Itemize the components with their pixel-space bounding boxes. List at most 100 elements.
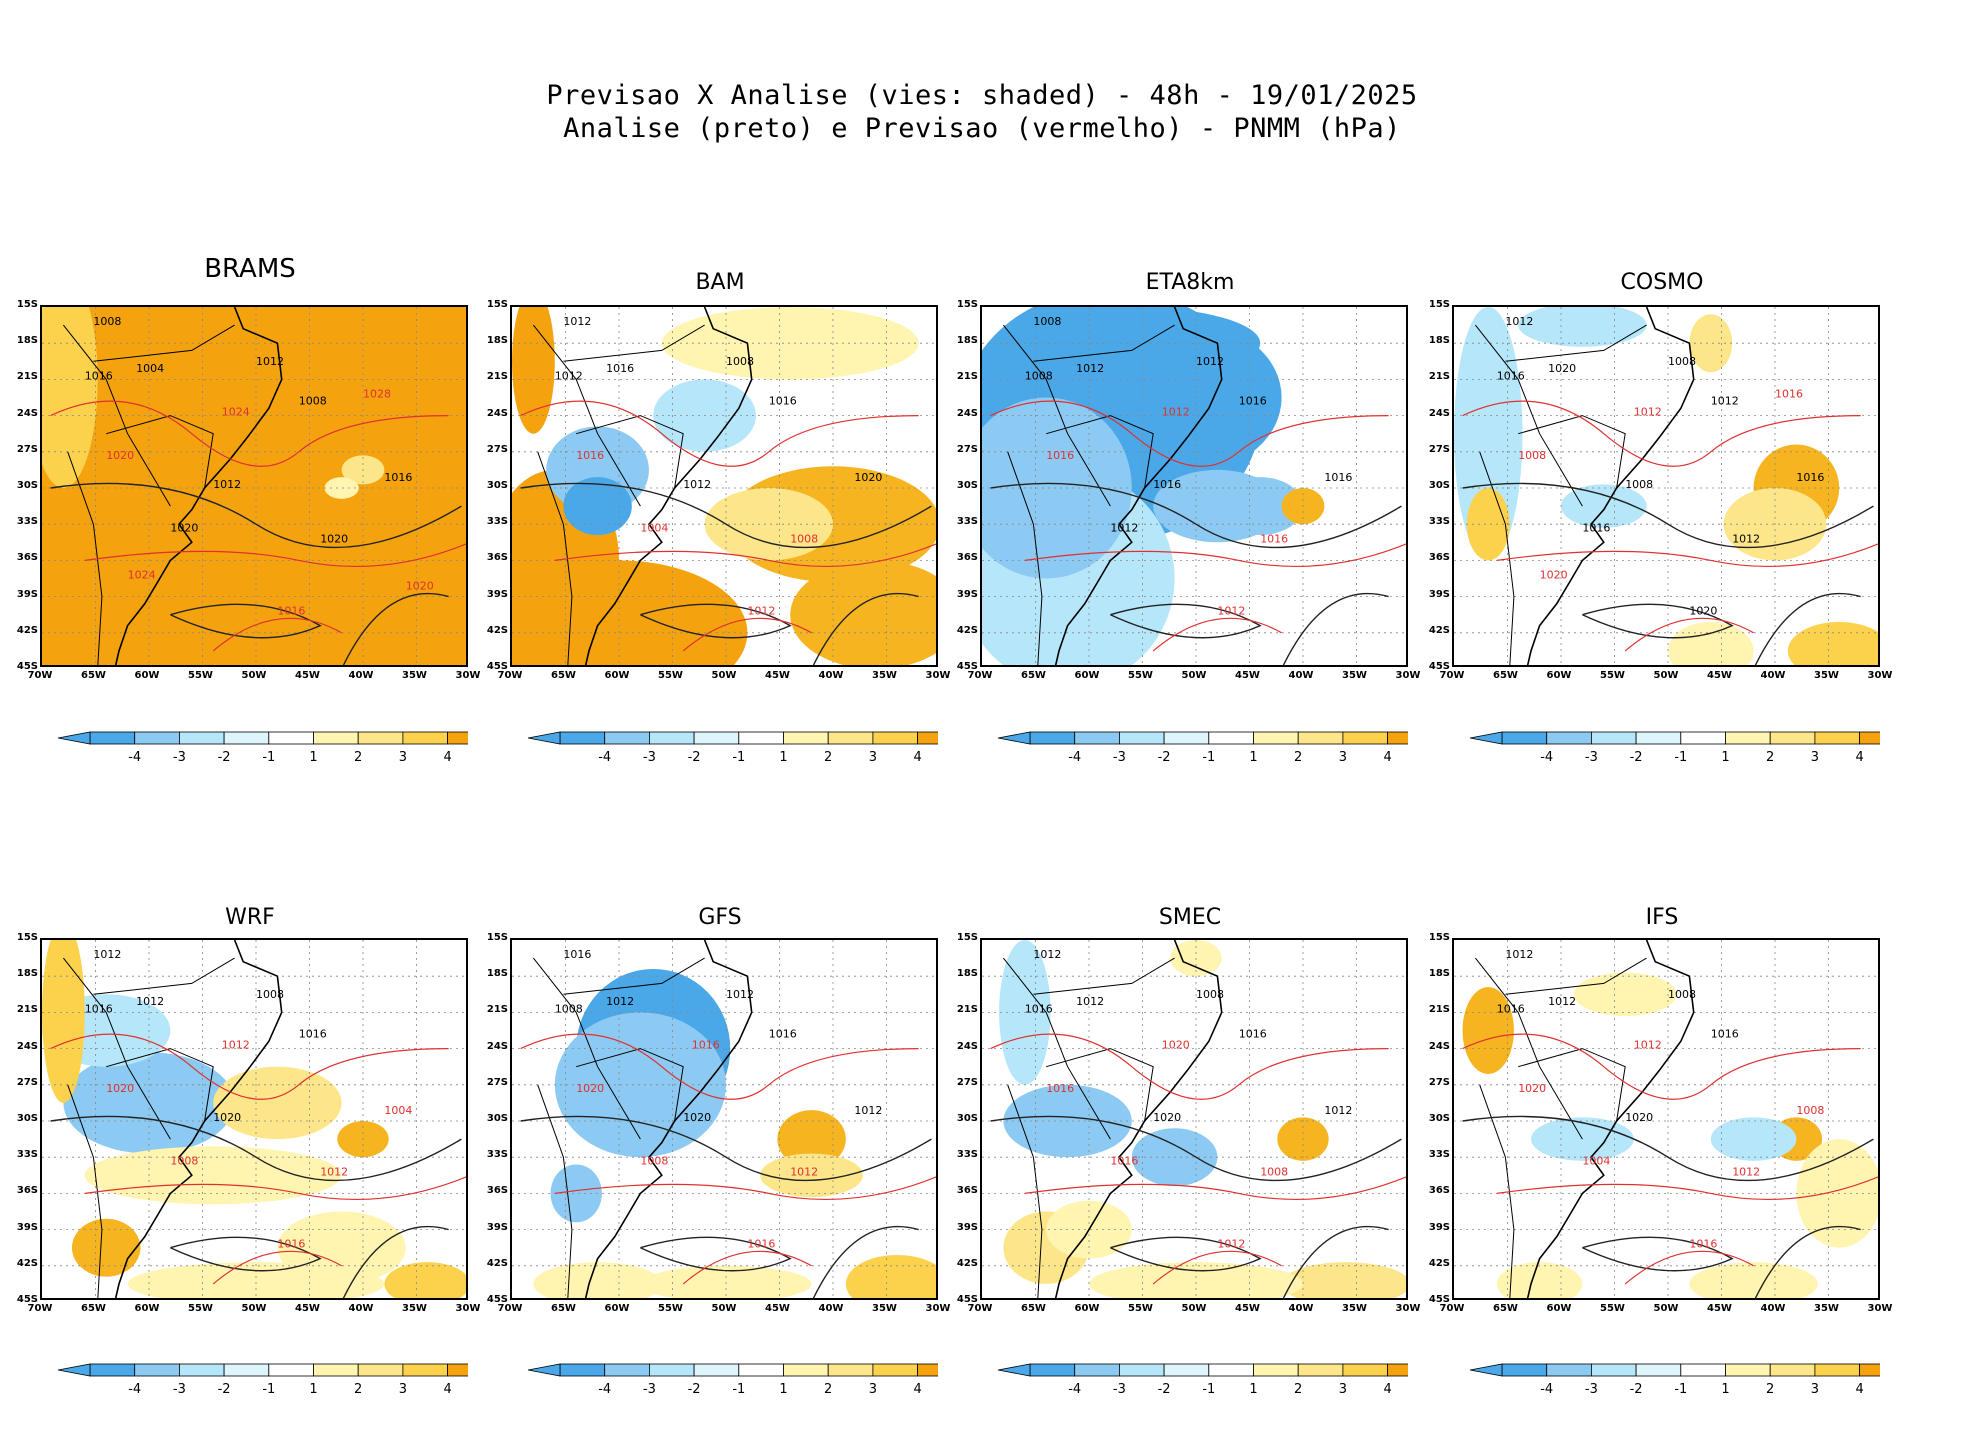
contour-label: 1008 xyxy=(1668,988,1696,1001)
lon-tick-label: 40W xyxy=(1288,1303,1314,1314)
map-panel-cosmo: 1012 1008 1016 1020 1012 1008 1016 1016 1012 1020… xyxy=(1452,305,1880,667)
lat-tick-label: 39S xyxy=(1428,1221,1450,1233)
forecast-isobar xyxy=(50,1033,449,1100)
colorbar-tick-label: 2 xyxy=(1766,1382,1775,1397)
country-border xyxy=(1003,957,1111,1140)
colorbar-tick-label: -1 xyxy=(1202,1382,1216,1397)
colorbar-segment xyxy=(268,731,314,745)
contour-label: 1012 xyxy=(136,995,164,1008)
colorbar-segment xyxy=(1769,1363,1816,1377)
colorbar-tick-label: -2 xyxy=(1157,1382,1171,1397)
colorbar-segment xyxy=(223,731,270,745)
forecast-isobar xyxy=(212,1250,342,1285)
bias-shading-region xyxy=(213,1066,342,1140)
colorbar-segment xyxy=(559,731,606,745)
lon-tick-label: 55W xyxy=(1600,1303,1625,1314)
lat-tick-label: 24S xyxy=(486,1040,508,1052)
colorbar-tick-label: 2 xyxy=(354,750,363,765)
colorbar-segment xyxy=(1118,1363,1165,1377)
lon-tick-label: 60W xyxy=(1546,1303,1572,1314)
lat-tick-label: 27S xyxy=(1428,1076,1450,1088)
figure-title-line1: Previsao X Analise (vies: shaded) - 48h … xyxy=(546,80,1418,111)
lon-tick-label: 65W xyxy=(1021,670,1046,681)
lat-tick-label: 18S xyxy=(16,335,38,347)
colorbar-segment xyxy=(134,731,180,745)
colorbar-tick-label: -1 xyxy=(732,750,746,765)
lat-tick-label: 39S xyxy=(956,1221,978,1233)
colorbar-segment xyxy=(1725,1363,1771,1377)
contour-label: 1012 xyxy=(555,369,583,382)
colorbar-tick-label: 1 xyxy=(1721,750,1730,765)
colorbar-tick-label: -2 xyxy=(687,750,701,765)
colorbar-segment xyxy=(1253,1363,1299,1377)
country-border xyxy=(533,957,641,1140)
lat-tick-label: 21S xyxy=(956,371,978,383)
country-border xyxy=(537,1084,573,1298)
analysis-isobar xyxy=(1462,1115,1874,1182)
colorbar-tick-label: 1 xyxy=(779,1382,788,1397)
colorbar-tick-label: -4 xyxy=(1540,750,1554,765)
bias-shading-region xyxy=(42,940,85,1103)
analysis-isobar xyxy=(1282,592,1389,665)
bias-shading-region xyxy=(1531,1117,1634,1161)
lon-tick-label: 55W xyxy=(1128,1303,1153,1314)
lon-tick-label: 60W xyxy=(604,1303,630,1314)
lat-tick-label: 18S xyxy=(16,968,38,980)
colorbar-segment xyxy=(1342,731,1388,745)
contour-label: 1016 xyxy=(1046,1082,1074,1095)
colorbar-tick-label: 1 xyxy=(1721,1382,1730,1397)
lon-tick-label: 60W xyxy=(134,1303,160,1314)
colorbar-segment xyxy=(402,731,448,745)
country-border xyxy=(1046,1048,1154,1122)
contour-label: 1012 xyxy=(1505,948,1533,961)
colorbar-smec: -4 -3 -2 -1 1 2 3 4 xyxy=(988,1362,1408,1402)
lat-tick-label: 36S xyxy=(1428,1185,1450,1197)
colorbar-tick-label: -3 xyxy=(172,1382,186,1397)
colorbar-segment xyxy=(1074,731,1120,745)
colorbar-arrow-left xyxy=(57,731,91,745)
colorbar-tick-label: -1 xyxy=(1202,750,1216,765)
contour-label: 1012 xyxy=(1324,1104,1352,1117)
lon-tick-label: 50W xyxy=(1653,670,1679,681)
colorbar-segment xyxy=(559,1363,606,1377)
forecast-isobar xyxy=(520,1033,919,1100)
contour-label: 1016 xyxy=(576,449,604,462)
colorbar-tick-label: 4 xyxy=(1855,750,1864,765)
contour-label: 1012 xyxy=(606,995,634,1008)
bias-shading-region xyxy=(982,397,1132,579)
contour-label: 1004 xyxy=(640,521,668,534)
country-border xyxy=(1518,415,1626,489)
panel-title-cosmo: COSMO xyxy=(1620,270,1704,295)
lon-tick-label: 35W xyxy=(1814,670,1839,681)
colorbar-segment xyxy=(447,731,468,745)
lon-tick-label: 30W xyxy=(455,670,481,681)
country-border xyxy=(63,957,171,1140)
contour-label: 1012 xyxy=(563,315,591,328)
lat-tick-label: 24S xyxy=(486,407,508,419)
lat-tick-label: 21S xyxy=(1428,1004,1450,1016)
colorbar-segment xyxy=(1208,1363,1254,1377)
colorbar-segment xyxy=(917,1363,938,1377)
bias-shading-region xyxy=(1462,987,1514,1074)
colorbar-segment xyxy=(268,1363,314,1377)
colorbar-tick-label: -3 xyxy=(1584,750,1598,765)
colorbar-tick-label: -4 xyxy=(1540,1382,1554,1397)
colorbar-tick-label: 2 xyxy=(1766,750,1775,765)
lon-tick-label: 70W xyxy=(1439,1303,1465,1314)
colorbar-tick-label: 2 xyxy=(1294,1382,1303,1397)
lat-tick-label: 15S xyxy=(956,932,978,943)
lon-tick-label: 35W xyxy=(402,670,427,681)
contour-label: 1012 xyxy=(1711,395,1739,408)
colorbar-tick-label: -1 xyxy=(1674,750,1688,765)
lat-tick-label: 33S xyxy=(956,1149,978,1161)
colorbar-segment xyxy=(357,731,404,745)
lat-tick-label: 30S xyxy=(16,1113,38,1124)
colorbar-tick-label: -1 xyxy=(262,1382,276,1397)
forecast-isobar xyxy=(1462,1033,1861,1100)
contour-label: 1016 xyxy=(85,369,113,382)
bias-shading-region xyxy=(1217,477,1303,536)
lat-tick-label: 30S xyxy=(956,1113,978,1124)
contour-label: 1008 xyxy=(1033,315,1061,328)
colorbar-tick-label: -3 xyxy=(1112,1382,1126,1397)
panel-title-bam: BAM xyxy=(695,270,745,295)
